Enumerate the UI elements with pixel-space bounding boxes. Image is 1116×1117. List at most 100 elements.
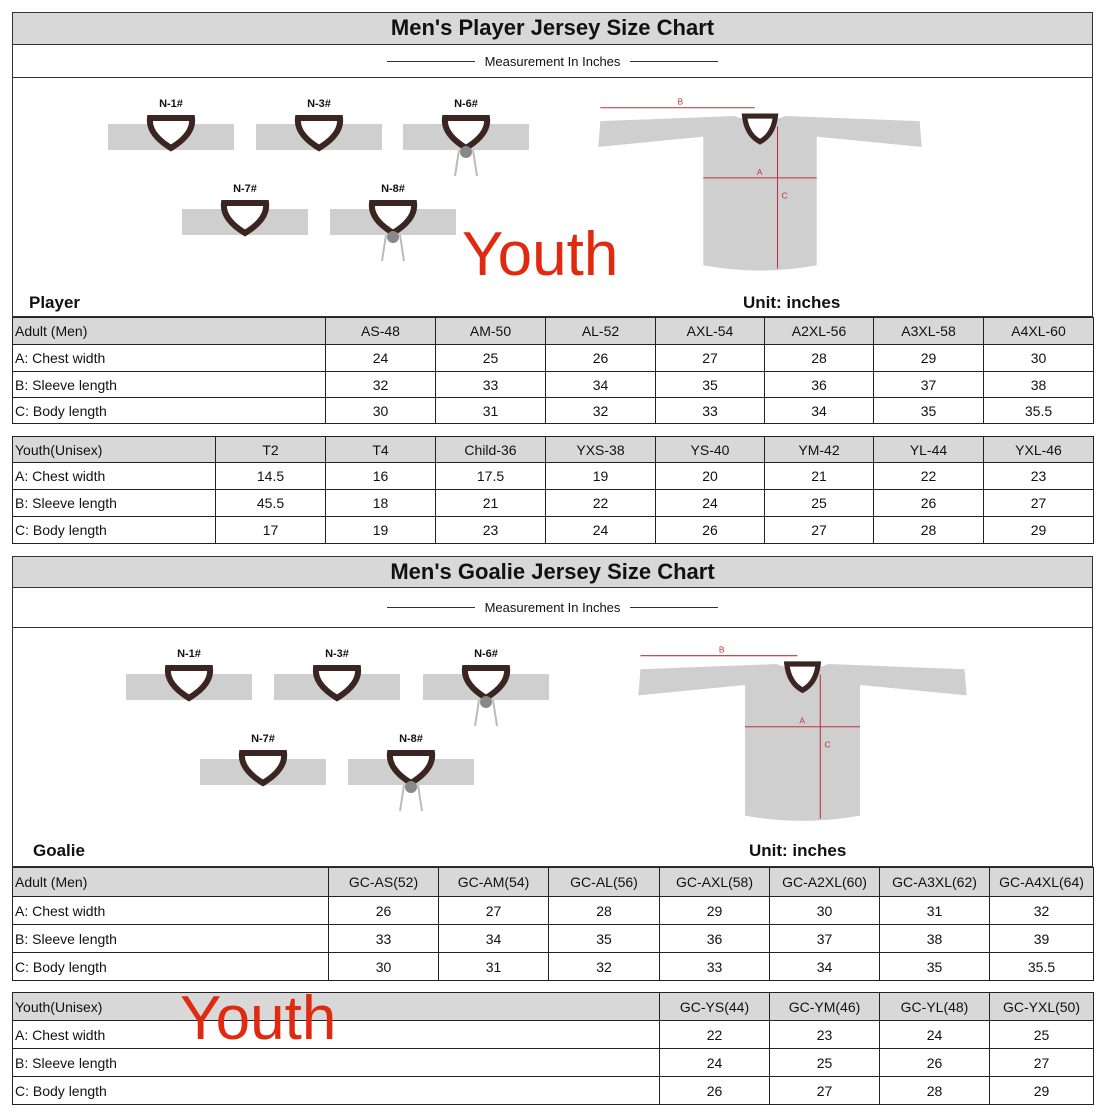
goalie-youth-table-cell: 29 <box>989 1076 1094 1105</box>
goalie-adult-size-header: GC-AXL(58) <box>659 867 770 897</box>
neckline-label: N-7# <box>233 183 257 195</box>
player-adult-table-cell: 34 <box>764 397 874 424</box>
goalie-adult-table-cell: 29 <box>659 896 770 925</box>
measure-b-label: B <box>719 645 725 655</box>
player-adult-table-cell: 25 <box>435 344 546 372</box>
player-youth-table-cell: 21 <box>764 462 874 490</box>
player-youth-table-cell: 14.5 <box>215 462 326 490</box>
player-adult-table-cell: 24 <box>325 344 436 372</box>
player-youth-table-cell: 23 <box>983 462 1094 490</box>
goalie-adult-size-header: GC-A4XL(64) <box>989 867 1094 897</box>
jersey-icon: B A C <box>638 645 967 821</box>
goalie-adult-table-cell: 35 <box>548 924 660 953</box>
goalie-adult-table-cell: 31 <box>438 952 549 981</box>
section-label: Player <box>29 293 81 312</box>
goalie-youth-size-header: GC-YXL(50) <box>989 992 1094 1021</box>
neckline-label: N-8# <box>381 183 405 195</box>
player-youth-size-header: YM-42 <box>764 436 874 463</box>
jersey-icon: B A C <box>598 98 922 271</box>
goalie-youth-row-label: B: Sleeve length <box>12 1048 660 1077</box>
player-youth-table-cell: 17.5 <box>435 462 546 490</box>
goalie-adult-table-cell: 26 <box>328 896 439 925</box>
player-youth-table-header-label: Youth(Unisex) <box>12 436 216 463</box>
neckline-diagram: N-7# <box>182 183 308 273</box>
player-adult-table-cell: 33 <box>655 397 765 424</box>
goalie-youth-table-cell: 28 <box>879 1076 990 1105</box>
goalie-youth-size-header: GC-YS(44) <box>659 992 770 1021</box>
goalie-adult-row-label: C: Body length <box>12 952 329 981</box>
player-youth-table-cell: 22 <box>873 462 984 490</box>
player-youth-table-cell: 27 <box>983 489 1094 517</box>
player-adult-table-cell: 28 <box>764 344 874 372</box>
player-youth-row-label: B: Sleeve length <box>12 489 216 517</box>
goalie-youth-table-cell: 27 <box>989 1048 1094 1077</box>
player-adult-size-header: A3XL-58 <box>873 317 984 345</box>
neckline-label: N-6# <box>454 98 478 110</box>
player-adult-table-cell: 38 <box>983 371 1094 398</box>
neckline-diagram: N-8# <box>348 733 474 823</box>
player-youth-size-header: Child-36 <box>435 436 546 463</box>
goalie-youth-table-cell: 26 <box>879 1048 990 1077</box>
player-youth-table-cell: 22 <box>545 489 656 517</box>
player-youth-table-cell: 21 <box>435 489 546 517</box>
player-adult-table-cell: 26 <box>545 344 656 372</box>
neckline-icon <box>108 115 234 152</box>
goalie-adult-table-cell: 37 <box>769 924 880 953</box>
player-youth-table-cell: 16 <box>325 462 436 490</box>
player-youth-size-header: T2 <box>215 436 326 463</box>
player-adult-table-cell: 32 <box>545 397 656 424</box>
goalie-youth-table-cell: 24 <box>659 1048 770 1077</box>
player-adult-table-cell: 31 <box>435 397 546 424</box>
player-adult-table-cell: 35.5 <box>983 397 1094 424</box>
measure-c-label: C <box>824 740 830 750</box>
neckline-diagram: N-6# <box>403 98 529 188</box>
neckline-diagram: N-6# <box>423 648 549 738</box>
measure-a-label: A <box>757 168 763 177</box>
player-youth-table-cell: 17 <box>215 516 326 544</box>
player-adult-size-header: AXL-54 <box>655 317 765 345</box>
player-youth-row-label: C: Body length <box>12 516 216 544</box>
jersey-diagram: B A C <box>590 86 930 280</box>
goalie-adult-table-cell: 34 <box>769 952 880 981</box>
neckline-diagram: N-8# <box>330 183 456 273</box>
goalie-youth-table-cell: 25 <box>769 1048 880 1077</box>
goalie-youth-table-cell: 23 <box>769 1020 880 1049</box>
unit-label: Unit: inches <box>749 841 847 860</box>
goalie-adult-size-header: GC-AM(54) <box>438 867 549 897</box>
neckline-diagram: N-3# <box>274 648 400 738</box>
measure-b-label: B <box>678 98 684 107</box>
player-youth-table-cell: 23 <box>435 516 546 544</box>
player-adult-table-cell: 37 <box>873 371 984 398</box>
goalie-adult-table-cell: 35.5 <box>989 952 1094 981</box>
player-adult-row-label: A: Chest width <box>12 344 326 372</box>
goalie-adult-table-cell: 28 <box>548 896 660 925</box>
goalie-adult-table-cell: 35 <box>879 952 990 981</box>
measurement-text: Measurement In Inches <box>484 600 621 615</box>
player-adult-table-cell: 27 <box>655 344 765 372</box>
neckline-icon <box>256 115 382 152</box>
goalie-adult-table-cell: 30 <box>769 896 880 925</box>
neckline-icon <box>200 750 326 787</box>
player-youth-row-label: A: Chest width <box>12 462 216 490</box>
player-youth-table-cell: 25 <box>764 489 874 517</box>
goalie-youth-size-header: GC-YM(46) <box>769 992 880 1021</box>
goalie-adult-table-cell: 33 <box>659 952 770 981</box>
player-adult-table-header-label: Adult (Men) <box>12 317 326 345</box>
player-adult-table-cell: 32 <box>325 371 436 398</box>
player-adult-table-cell: 36 <box>764 371 874 398</box>
goalie-adult-table-cell: 27 <box>438 896 549 925</box>
neckline-label: N-8# <box>399 733 423 745</box>
player-youth-table-cell: 29 <box>983 516 1094 544</box>
goalie-adult-table-cell: 32 <box>548 952 660 981</box>
player-section-row: Player Unit: inches <box>12 288 1093 317</box>
neckline-label: N-6# <box>474 648 498 660</box>
neckline-diagram: N-1# <box>108 98 234 188</box>
neckline-icon <box>403 115 529 177</box>
jersey-diagram: B A C <box>630 636 975 828</box>
goalie-adult-row-label: B: Sleeve length <box>12 924 329 953</box>
goalie-adult-table-cell: 33 <box>328 924 439 953</box>
goalie-image-area <box>12 628 1093 836</box>
neckline-diagram: N-1# <box>126 648 252 738</box>
player-youth-size-header: YXL-46 <box>983 436 1094 463</box>
goalie-adult-table-cell: 39 <box>989 924 1094 953</box>
